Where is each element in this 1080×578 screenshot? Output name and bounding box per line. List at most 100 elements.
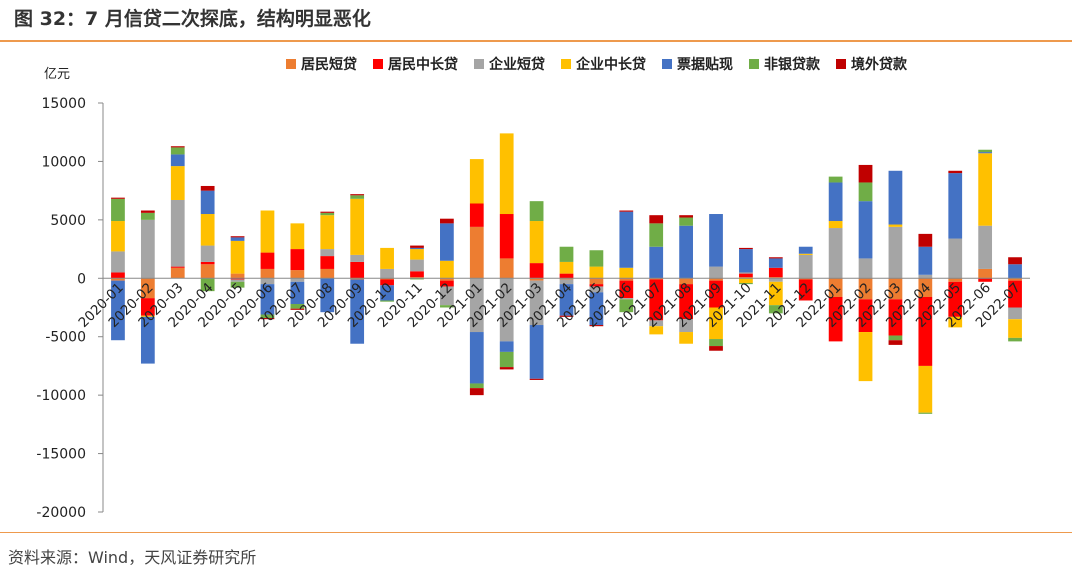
- bar-segment: [649, 246, 664, 279]
- bar-segment: [111, 278, 125, 281]
- bar-segment: [559, 278, 574, 280]
- stacked-bar-chart: 亿元 居民短贷 居民中长贷 企业短贷 企业中长贷 票据贴现 非银贷款 境外贷款 150001…: [36, 56, 1030, 521]
- y-tick-label: 15000: [41, 96, 86, 112]
- bar-segment: [768, 281, 783, 306]
- y-tick-label: 5000: [50, 213, 86, 229]
- bar-segment: [888, 340, 903, 345]
- bar-segment: [230, 278, 245, 280]
- bar-segment: [499, 278, 514, 342]
- y-tick-label: 10000: [41, 154, 86, 170]
- bar-segment: [290, 303, 305, 309]
- bar-segment: [619, 267, 634, 279]
- legend-label: 企业中长贷: [575, 56, 646, 73]
- bar-segment: [858, 182, 873, 202]
- bar-segment: [410, 247, 424, 250]
- bar-segment: [260, 318, 275, 320]
- bar-segment: [260, 278, 275, 285]
- bar-segment: [858, 332, 873, 382]
- bar-segment: [410, 271, 424, 278]
- bar-segment: [230, 237, 245, 241]
- bar-segment: [828, 278, 843, 297]
- bar-segment: [978, 225, 993, 269]
- bar-segment: [320, 215, 335, 250]
- bar-segment: [440, 305, 454, 308]
- legend: 居民短贷 居民中长贷 企业短贷 企业中长贷 票据贴现 非银贷款 境外贷款: [286, 56, 908, 73]
- bar-segment: [948, 278, 963, 282]
- bar-segment: [918, 274, 933, 279]
- legend-swatch: [662, 59, 672, 69]
- y-tick-label: -10000: [36, 388, 86, 404]
- bar-segment: [619, 280, 634, 299]
- y-tick-label: -20000: [36, 505, 86, 521]
- bar-segment: [559, 284, 574, 316]
- bar-segment: [170, 199, 185, 267]
- y-tick-label: 0: [77, 271, 86, 287]
- bar-segment: [649, 223, 664, 247]
- bar-segment: [828, 176, 843, 183]
- bar-segment: [739, 249, 753, 273]
- bar-segment: [649, 278, 664, 280]
- bar-segment: [350, 278, 365, 280]
- bar-segment: [410, 259, 424, 272]
- bar-segment: [978, 152, 993, 154]
- bar-segment: [589, 284, 604, 287]
- bar-segment: [380, 247, 394, 269]
- bar-segment: [529, 278, 544, 281]
- bar-segment: [469, 203, 484, 227]
- bar-segment: [410, 249, 424, 260]
- legend-item: 居民短贷: [286, 56, 357, 73]
- bar-segment: [709, 307, 723, 340]
- bar-segment: [320, 212, 335, 216]
- bar-segment: [380, 278, 394, 280]
- bar-segment: [619, 299, 634, 313]
- bar-segment: [918, 296, 933, 366]
- bar-segment: [739, 282, 753, 285]
- axes: [102, 103, 1030, 512]
- bar-segment: [679, 278, 693, 285]
- bar-segment: [709, 266, 723, 279]
- bar-segment: [469, 226, 484, 279]
- bar-segment: [499, 341, 514, 352]
- bar-segment: [200, 261, 215, 265]
- bar-segment: [529, 378, 544, 380]
- bar-segment: [529, 221, 544, 264]
- bar-segment: [170, 147, 185, 155]
- bar-segment: [111, 198, 125, 222]
- bar-segment: [828, 228, 843, 279]
- bar-segment: [170, 266, 185, 268]
- bar-segment: [200, 214, 215, 246]
- bar-segment: [290, 223, 305, 250]
- bar-segment: [679, 284, 693, 320]
- legend-swatch: [836, 59, 846, 69]
- bar-segment: [469, 332, 484, 384]
- bar-segment: [888, 224, 903, 227]
- bar-segment: [111, 251, 125, 273]
- bar-segment: [440, 223, 454, 261]
- bar-segment: [888, 278, 903, 300]
- bar-segment: [649, 279, 664, 321]
- bar-segment: [589, 250, 604, 267]
- bar-segment: [170, 146, 185, 148]
- legend-item: 企业中长贷: [561, 56, 646, 73]
- legend-item: 非银贷款: [749, 56, 821, 73]
- bar-segment: [320, 249, 335, 257]
- bar-segment: [469, 383, 484, 389]
- bar-segment: [739, 272, 753, 274]
- legend-label: 居民中长贷: [388, 56, 458, 73]
- bar-segment: [440, 218, 454, 224]
- bar-segment: [918, 233, 933, 247]
- bar-segment: [619, 298, 634, 300]
- bar-segment: [200, 245, 215, 262]
- bar-segment: [170, 166, 185, 200]
- bar-segment: [948, 281, 963, 317]
- bar-segment: [170, 154, 185, 167]
- bar-segment: [1008, 280, 1022, 308]
- bar-segment: [798, 246, 813, 254]
- bar-segment: [589, 266, 604, 279]
- bar-segment: [888, 335, 903, 341]
- bar-segment: [529, 280, 544, 326]
- bar-segment: [140, 315, 155, 317]
- bar-segment: [350, 254, 365, 262]
- bar-segment: [948, 238, 963, 279]
- bar-segment: [798, 254, 813, 279]
